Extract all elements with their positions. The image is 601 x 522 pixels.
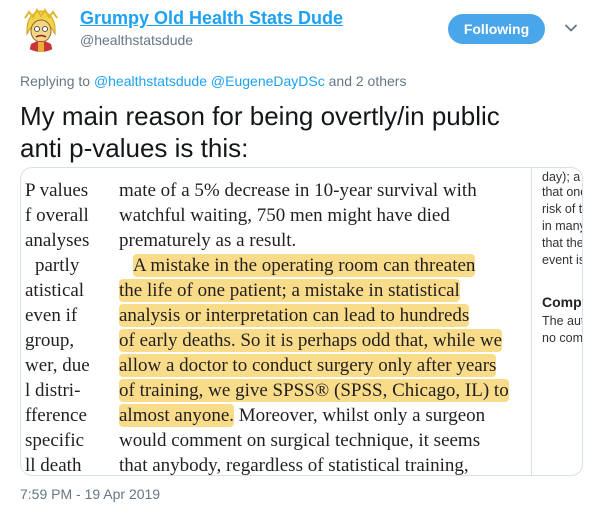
excerpt-left-line: specific — [25, 430, 85, 451]
cartoon-old-man-avatar-icon — [17, 4, 65, 52]
user-handle[interactable]: @healthstatsdude — [80, 32, 194, 48]
excerpt-text: Moreover, whilst only a surgeon — [238, 405, 486, 426]
excerpt-right-line: that one — [542, 185, 583, 199]
excerpt-left-line: analyses — [25, 230, 90, 251]
replying-to-suffix[interactable]: and 2 others — [328, 73, 407, 89]
excerpt-line: would comment on surgical technique, it … — [119, 430, 481, 451]
tweet-line: My main reason for being overtly/in publ… — [20, 101, 500, 131]
excerpt-right-line: in many — [542, 219, 583, 233]
highlighted-line: of early deaths. So it is perhaps odd th… — [119, 329, 503, 352]
highlighted-line: allow a doctor to conduct surgery only a… — [119, 354, 497, 377]
excerpt-left-line: group, — [25, 330, 75, 351]
display-name[interactable]: Grumpy Old Health Stats Dude — [80, 8, 344, 28]
attached-image[interactable]: P values f overall analyses partly atist… — [20, 167, 583, 476]
excerpt-line: prematurely as a result. — [119, 230, 297, 251]
excerpt-right-line: The aut — [542, 314, 583, 328]
highlighted-line: A mistake in the operating room can thre… — [133, 254, 476, 277]
excerpt-right-line: event is — [542, 253, 583, 267]
excerpt-line: mate of a 5% decrease in 10-year surviva… — [119, 180, 477, 201]
excerpt-left-line: P values — [25, 180, 89, 201]
excerpt-line: that anybody, regardless of statistical … — [119, 455, 469, 476]
chevron-down-icon[interactable] — [563, 20, 579, 36]
replying-to: Replying to @healthstatsdude @EugeneDayD… — [20, 73, 406, 89]
replying-to-prefix: Replying to — [20, 73, 91, 89]
excerpt-left-line: ll death — [25, 455, 82, 476]
highlighted-line: almost anyone. Moreover, whilst only a s… — [119, 404, 486, 427]
tweet-line: anti p-values is this: — [20, 133, 249, 163]
highlighted-line: of training, we give SPSS® (SPSS, Chicag… — [119, 379, 509, 402]
tweet-timestamp[interactable]: 7:59 PM - 19 Apr 2019 — [20, 486, 161, 502]
tweet-text: My main reason for being overtly/in publ… — [20, 100, 580, 164]
highlight: of early deaths. So it is perhaps odd th… — [119, 329, 503, 352]
excerpt-left-line: wer, due — [25, 355, 90, 376]
excerpt-right-heading: Comp — [542, 294, 582, 310]
excerpt-left-line: atistical — [25, 280, 85, 301]
excerpt-right-line: no com — [542, 331, 583, 345]
excerpt-left-line: fference — [25, 405, 87, 426]
excerpt-line: watchful waiting, 750 men might have die… — [119, 205, 450, 226]
highlighted-line: the life of one patient; a mistake in st… — [119, 279, 460, 302]
following-button[interactable]: Following — [448, 14, 545, 44]
excerpt-left-line: even if — [25, 305, 78, 326]
highlight: analysis or interpretation can lead to h… — [119, 304, 470, 327]
highlight: almost anyone. — [119, 404, 235, 427]
highlight: allow a doctor to conduct surgery only a… — [119, 354, 497, 377]
mention-link[interactable]: @EugeneDayDSc — [210, 73, 325, 89]
highlight: A mistake in the operating room can thre… — [133, 254, 476, 277]
mention-link[interactable]: @healthstatsdude — [93, 73, 208, 89]
excerpt-right-line: that the — [542, 236, 583, 250]
highlighted-line: analysis or interpretation can lead to h… — [119, 304, 470, 327]
highlight: the life of one patient; a mistake in st… — [119, 279, 460, 302]
avatar[interactable] — [17, 4, 65, 52]
highlight: of training, we give SPSS® (SPSS, Chicag… — [119, 379, 509, 402]
column-divider — [531, 168, 532, 475]
excerpt-left-line: l distri- — [25, 380, 81, 401]
excerpt-left-line: f overall — [25, 205, 89, 226]
excerpt-left-line: partly — [35, 255, 80, 276]
excerpt-right-line: risk of t — [542, 202, 583, 216]
excerpt-right-line: day); a — [542, 170, 581, 184]
